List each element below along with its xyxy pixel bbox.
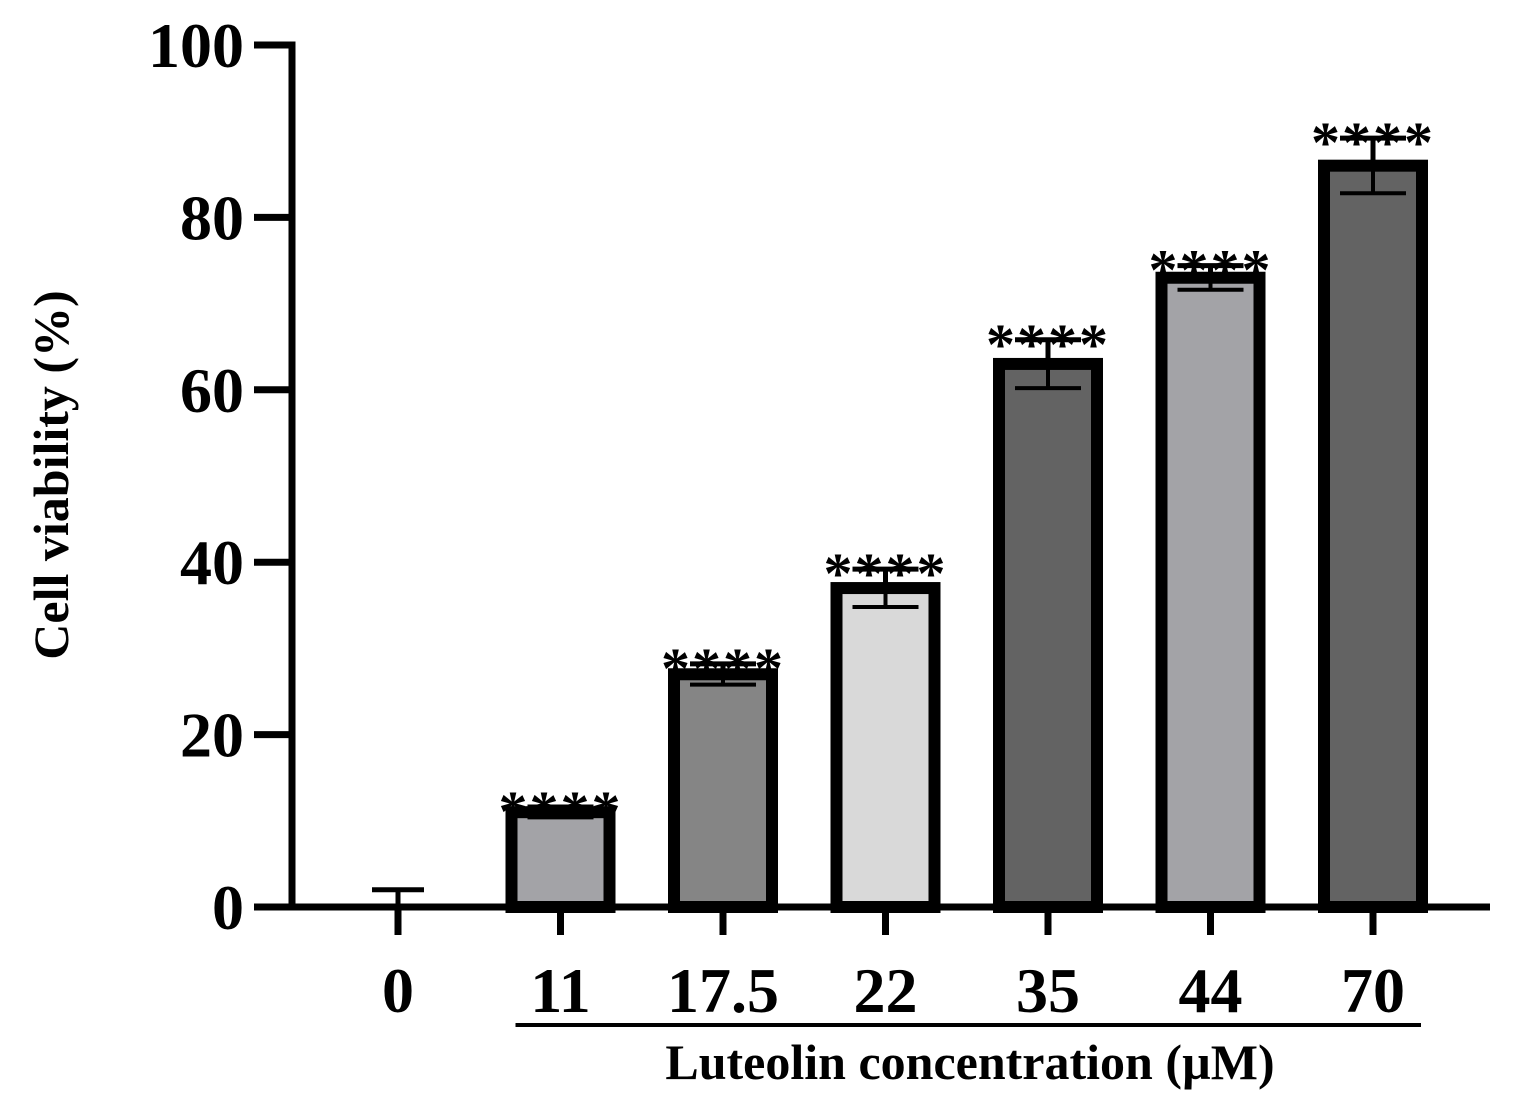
x-tick-label: 22 bbox=[854, 955, 918, 1026]
bar bbox=[830, 582, 941, 913]
error-bars bbox=[372, 135, 1406, 933]
bar bbox=[993, 357, 1103, 913]
y-tick-label: 20 bbox=[180, 700, 244, 771]
significance-label: **** bbox=[824, 541, 948, 606]
x-tick-label: 35 bbox=[1016, 955, 1080, 1026]
significance-label: **** bbox=[1311, 110, 1435, 175]
y-tick-label: 60 bbox=[180, 355, 244, 426]
bar bbox=[668, 668, 778, 914]
x-axis-title: Luteolin concentration (µM) bbox=[665, 1034, 1274, 1090]
x-tick-label: 17.5 bbox=[667, 955, 779, 1026]
y-tick-label: 40 bbox=[180, 527, 244, 598]
x-tick-label: 11 bbox=[530, 955, 590, 1026]
bars bbox=[505, 159, 1428, 914]
y-axis-title: Cell viability (%) bbox=[23, 290, 79, 659]
significance-label: **** bbox=[661, 636, 785, 701]
bar bbox=[1155, 271, 1266, 913]
y-tick-label: 80 bbox=[180, 182, 244, 253]
x-tick-label: 44 bbox=[1179, 955, 1243, 1026]
y-tick-label: 0 bbox=[212, 872, 244, 943]
significance-labels: **** **** **** **** **** **** bbox=[499, 110, 1435, 844]
significance-label: **** bbox=[1149, 238, 1273, 303]
y-axis: 0 20 40 60 80 100 bbox=[148, 10, 296, 943]
bar bbox=[1318, 159, 1428, 913]
x-axis: 0 11 17.5 22 35 44 70 bbox=[258, 903, 1490, 1026]
x-tick-label: 70 bbox=[1341, 955, 1405, 1026]
x-tick-label: 0 bbox=[382, 955, 414, 1026]
significance-label: **** bbox=[986, 312, 1110, 377]
significance-label: **** bbox=[499, 779, 623, 844]
y-tick-label: 100 bbox=[148, 10, 244, 81]
